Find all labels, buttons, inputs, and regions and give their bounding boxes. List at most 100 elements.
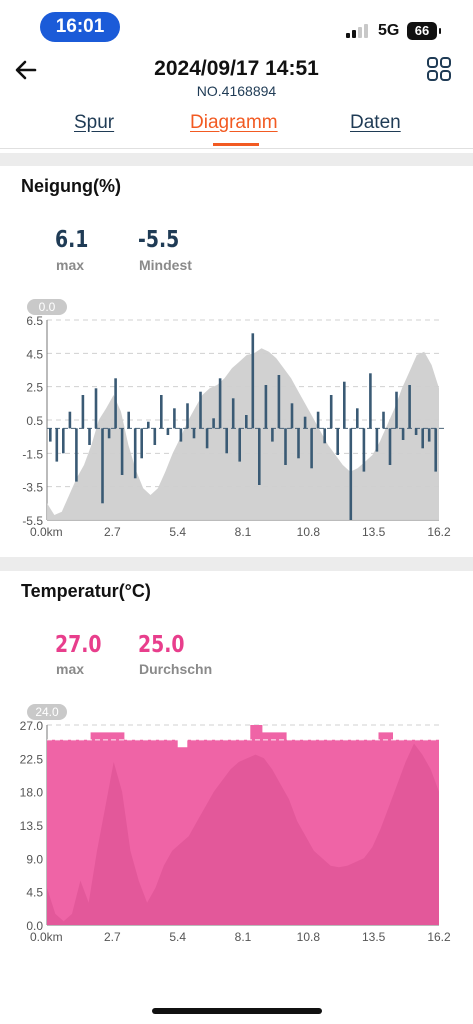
- incline-max-value: 6.1: [55, 227, 89, 253]
- incline-bar: [336, 428, 339, 455]
- incline-bar: [238, 428, 241, 462]
- tab-spur[interactable]: Spur: [74, 112, 115, 133]
- incline-bar: [62, 428, 65, 454]
- incline-bar: [375, 428, 379, 452]
- incline-min-value: -5.5: [138, 227, 180, 253]
- incline-bar: [199, 391, 202, 429]
- incline-bar: [258, 428, 261, 485]
- incline-bar: [153, 428, 157, 445]
- incline-x-tick-label: 0.0km: [30, 525, 63, 539]
- incline-bar: [401, 428, 405, 440]
- tab-diagramm[interactable]: Diagramm: [190, 112, 278, 133]
- incline-bar: [49, 428, 52, 442]
- incline-bar: [107, 428, 111, 439]
- active-tab-indicator: [213, 143, 259, 146]
- grid-menu-icon[interactable]: [426, 56, 452, 82]
- incline-bar: [362, 428, 366, 472]
- incline-y-tick-label: -3.5: [22, 481, 43, 495]
- temperature-x-tick-label: 0.0km: [30, 930, 63, 944]
- incline-bar: [388, 428, 392, 465]
- temperature-max-label: max: [56, 661, 85, 677]
- section-divider: [0, 153, 473, 166]
- incline-y-tick-label: 2.5: [26, 381, 43, 395]
- incline-bar: [94, 388, 98, 429]
- incline-bar: [434, 428, 437, 472]
- incline-x-tick-label: 2.7: [104, 525, 121, 539]
- incline-bar: [290, 403, 294, 429]
- temperature-y-tick-label: 9.0: [26, 852, 43, 866]
- incline-bar: [231, 398, 235, 429]
- incline-bar: [218, 378, 222, 429]
- temperature-x-tick-label: 13.5: [362, 930, 386, 944]
- incline-bar: [205, 428, 209, 449]
- incline-bar: [179, 428, 183, 442]
- temperature-max-value: 27.0: [55, 632, 102, 658]
- temperature-x-tick-label: 8.1: [235, 930, 252, 944]
- incline-bar: [166, 428, 170, 435]
- incline-bar: [323, 428, 326, 444]
- incline-bar: [356, 408, 359, 429]
- header-divider: [0, 148, 473, 149]
- incline-bar: [147, 421, 150, 429]
- incline-bar: [303, 416, 307, 429]
- incline-bar: [310, 428, 313, 469]
- temperature-y-tick-label: 27.0: [20, 719, 44, 733]
- temperature-x-tick-label: 5.4: [169, 930, 186, 944]
- temperature-x-tick-label: 10.8: [297, 930, 321, 944]
- incline-y-tick-label: 0.5: [26, 414, 43, 428]
- section-divider: [0, 557, 473, 571]
- temperature-title: Temperatur(°C): [21, 581, 151, 601]
- incline-x-tick-label: 13.5: [362, 525, 386, 539]
- incline-bar: [114, 378, 117, 429]
- incline-x-tick-label: 10.8: [297, 525, 321, 539]
- incline-bar: [421, 428, 424, 449]
- incline-bar: [127, 411, 130, 429]
- temperature-y-tick-label: 18.0: [20, 786, 44, 800]
- incline-title: Neigung(%): [21, 176, 121, 196]
- incline-min-label: Mindest: [139, 257, 192, 273]
- temperature-x-tick-label: 2.7: [104, 930, 121, 944]
- incline-bar: [81, 395, 85, 429]
- incline-bar: [271, 428, 274, 442]
- temperature-chart[interactable]: 27.0 22.5 18.0 13.5 9.0 4.5 0.0 0.0km 2.7 5.4 8.1 1…: [0, 700, 473, 950]
- incline-bar: [343, 381, 346, 429]
- incline-bar: [245, 415, 248, 429]
- incline-bar: [329, 395, 333, 429]
- incline-bar: [133, 428, 137, 479]
- incline-bar: [395, 391, 398, 429]
- page-title: 2024/09/17 14:51: [154, 57, 319, 80]
- incline-bar: [68, 411, 72, 429]
- incline-bar: [297, 428, 300, 459]
- incline-y-tick-label: -5.5: [22, 514, 43, 528]
- back-arrow-icon[interactable]: [12, 56, 40, 84]
- incline-bar: [101, 428, 104, 504]
- incline-bar: [140, 428, 143, 459]
- incline-bar: [212, 418, 215, 429]
- incline-bar: [414, 428, 418, 435]
- network-label: 5G: [378, 22, 400, 39]
- incline-bar: [369, 373, 372, 429]
- incline-elevation-area: [47, 348, 439, 520]
- temperature-y-tick-label: 0.0: [26, 919, 43, 933]
- incline-bar: [251, 333, 255, 429]
- incline-bar: [349, 428, 353, 520]
- incline-bar: [55, 428, 59, 462]
- incline-chart[interactable]: 6.5 4.5 2.5 0.5 -1.5 -3.5 -5.5 0.0km 2.7 5.4 8.1 10…: [0, 295, 473, 545]
- incline-x-tick-label: 16.2: [427, 525, 451, 539]
- incline-bar: [192, 428, 196, 439]
- temperature-cursor-badge: [27, 704, 67, 720]
- incline-bar: [75, 428, 78, 482]
- incline-x-tick-label: 5.4: [169, 525, 186, 539]
- incline-cursor-badge: [27, 299, 67, 315]
- temperature-y-tick-label: 4.5: [26, 886, 43, 900]
- tab-daten[interactable]: Daten: [350, 112, 401, 133]
- temperature-avg-label: Durchschn: [139, 661, 213, 677]
- incline-bar: [186, 403, 189, 429]
- temperature-y-tick-label: 22.5: [20, 752, 44, 766]
- incline-bar: [382, 411, 385, 429]
- status-time: 16:01: [40, 12, 120, 42]
- incline-cursor-badge-label: 0.0: [39, 300, 56, 314]
- incline-max-label: max: [56, 257, 85, 273]
- incline-bar: [277, 375, 281, 429]
- home-indicator[interactable]: [152, 1008, 322, 1014]
